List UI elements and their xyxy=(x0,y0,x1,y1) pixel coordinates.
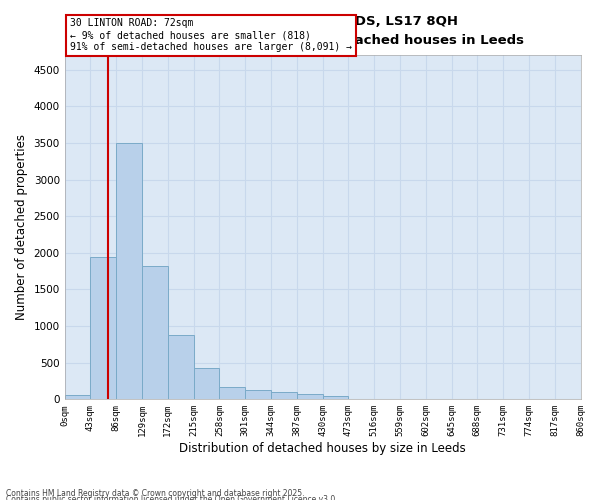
Text: Contains HM Land Registry data © Crown copyright and database right 2025.: Contains HM Land Registry data © Crown c… xyxy=(6,488,305,498)
Bar xyxy=(194,368,220,400)
Bar xyxy=(245,390,271,400)
Bar xyxy=(168,335,194,400)
Text: 30 LINTON ROAD: 72sqm
← 9% of detached houses are smaller (818)
91% of semi-deta: 30 LINTON ROAD: 72sqm ← 9% of detached h… xyxy=(70,18,352,52)
X-axis label: Distribution of detached houses by size in Leeds: Distribution of detached houses by size … xyxy=(179,442,466,455)
Bar xyxy=(271,392,297,400)
Y-axis label: Number of detached properties: Number of detached properties xyxy=(15,134,28,320)
Bar xyxy=(116,143,142,400)
Title: 30, LINTON ROAD, LEEDS, LS17 8QH
Size of property relative to detached houses in: 30, LINTON ROAD, LEEDS, LS17 8QH Size of… xyxy=(122,15,524,47)
Bar xyxy=(142,266,168,400)
Bar xyxy=(65,396,91,400)
Bar xyxy=(297,394,323,400)
Text: Contains public sector information licensed under the Open Government Licence v3: Contains public sector information licen… xyxy=(6,495,338,500)
Bar xyxy=(323,396,349,400)
Bar xyxy=(91,256,116,400)
Bar xyxy=(220,387,245,400)
